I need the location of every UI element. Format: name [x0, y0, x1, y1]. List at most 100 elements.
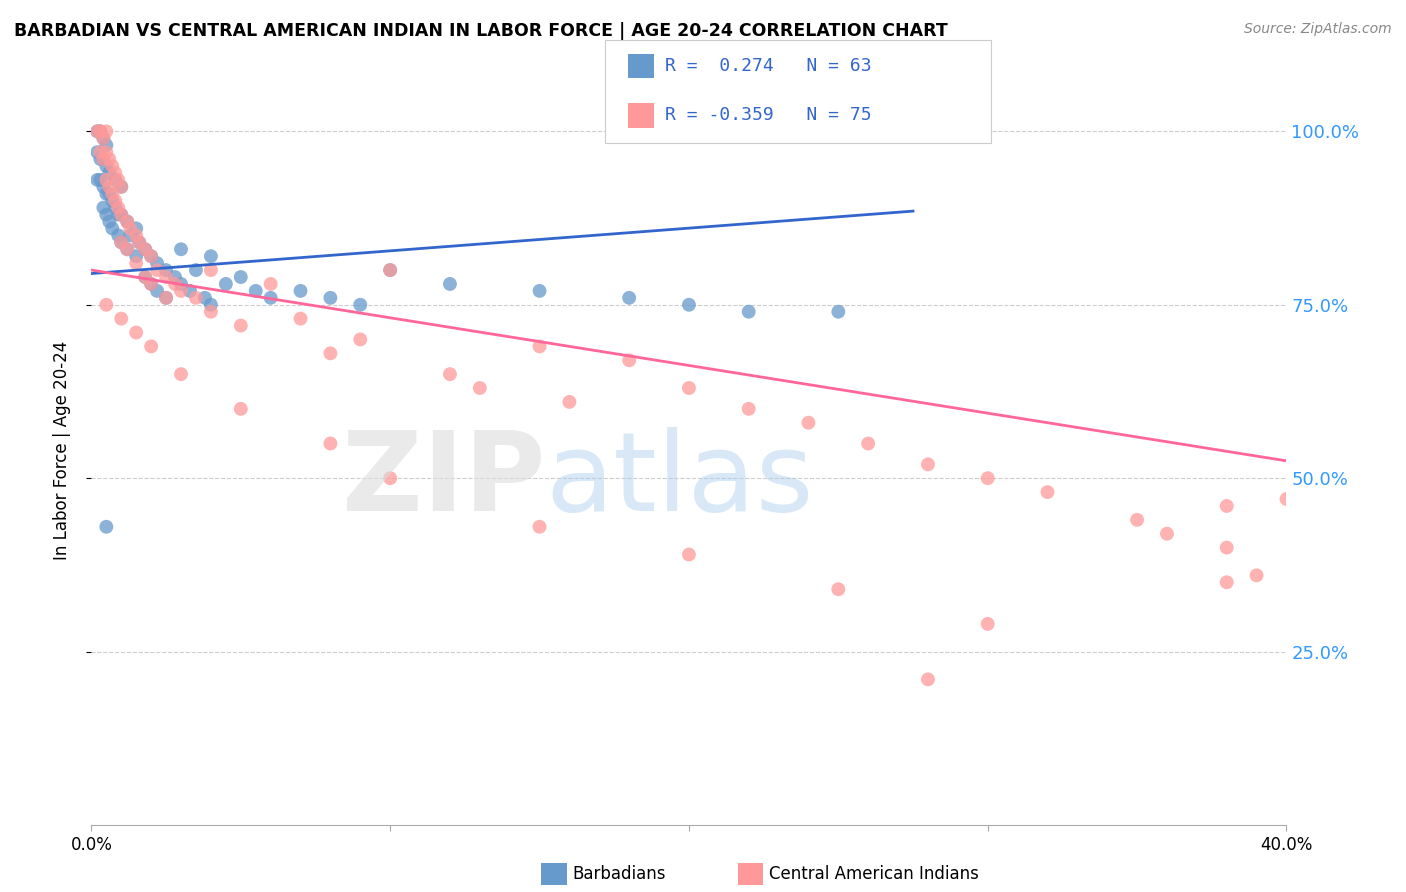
Point [98, 152, 121, 166]
Point [290, 311, 312, 326]
Text: Barbadians: Barbadians [572, 865, 666, 883]
Point [125, 228, 148, 243]
Point [110, 208, 132, 222]
Point [93, 152, 115, 166]
Point [163, 270, 186, 285]
Point [184, 291, 207, 305]
Point [128, 235, 150, 250]
Text: R = -0.359   N = 75: R = -0.359 N = 75 [665, 106, 872, 124]
Point [245, 284, 267, 298]
Point [89, 145, 111, 160]
Point [141, 249, 163, 263]
Point [1216, 499, 1239, 513]
Point [110, 235, 132, 250]
Point [380, 263, 402, 277]
Point [110, 179, 132, 194]
Point [93, 131, 115, 145]
Point [96, 298, 118, 312]
Point [115, 242, 138, 256]
Text: atlas: atlas [546, 427, 814, 534]
Point [179, 284, 201, 298]
Point [146, 284, 169, 298]
Point [349, 298, 371, 312]
Point [170, 284, 193, 298]
Point [215, 277, 238, 291]
Point [101, 221, 124, 235]
Point [468, 381, 491, 395]
Point [98, 186, 121, 201]
Point [110, 208, 132, 222]
Point [101, 194, 124, 208]
Point [141, 249, 163, 263]
Point [558, 395, 581, 409]
Point [229, 270, 252, 285]
Point [115, 214, 138, 228]
Text: Central American Indians: Central American Indians [769, 865, 979, 883]
Point [101, 159, 124, 173]
Point [120, 221, 142, 235]
Point [107, 208, 129, 222]
Point [858, 436, 880, 450]
Point [104, 173, 127, 187]
Point [110, 235, 132, 250]
Point [98, 214, 121, 228]
Point [104, 201, 127, 215]
Point [107, 173, 129, 187]
Point [678, 381, 700, 395]
Point [619, 291, 641, 305]
Point [104, 194, 127, 208]
Point [917, 458, 939, 472]
Point [134, 270, 156, 285]
Point [529, 520, 551, 534]
Point [200, 263, 222, 277]
Point [737, 304, 759, 318]
Point [98, 179, 121, 194]
Point [200, 304, 222, 318]
Point [141, 277, 163, 291]
Point [134, 242, 156, 256]
Point [93, 131, 115, 145]
Point [976, 471, 998, 485]
Point [93, 179, 115, 194]
Point [110, 311, 132, 326]
Point [86, 124, 108, 138]
Point [319, 436, 342, 450]
Point [155, 291, 177, 305]
Point [110, 179, 132, 194]
Point [194, 291, 217, 305]
Point [1275, 491, 1298, 506]
Point [827, 304, 849, 318]
Point [125, 221, 148, 235]
Point [134, 270, 156, 285]
Y-axis label: In Labor Force | Age 20-24: In Labor Force | Age 20-24 [52, 341, 70, 560]
Point [89, 152, 111, 166]
Point [104, 166, 127, 180]
Text: Source: ZipAtlas.com: Source: ZipAtlas.com [1244, 22, 1392, 37]
Point [125, 249, 148, 263]
Point [1216, 575, 1239, 590]
Point [155, 270, 177, 285]
Point [170, 367, 193, 381]
Point [141, 339, 163, 353]
Point [1216, 541, 1239, 555]
Point [120, 228, 142, 243]
Point [827, 582, 849, 597]
Point [96, 520, 118, 534]
Point [101, 186, 124, 201]
Point [1126, 513, 1149, 527]
Point [96, 208, 118, 222]
Point [529, 284, 551, 298]
Point [976, 616, 998, 631]
Point [134, 242, 156, 256]
Point [89, 173, 111, 187]
Point [93, 152, 115, 166]
Point [146, 256, 169, 270]
Point [86, 124, 108, 138]
Point [678, 548, 700, 562]
Point [96, 124, 118, 138]
Point [439, 277, 461, 291]
Point [89, 124, 111, 138]
Text: BARBADIAN VS CENTRAL AMERICAN INDIAN IN LABOR FORCE | AGE 20-24 CORRELATION CHAR: BARBADIAN VS CENTRAL AMERICAN INDIAN IN … [14, 22, 948, 40]
Point [96, 186, 118, 201]
Point [1246, 568, 1268, 582]
